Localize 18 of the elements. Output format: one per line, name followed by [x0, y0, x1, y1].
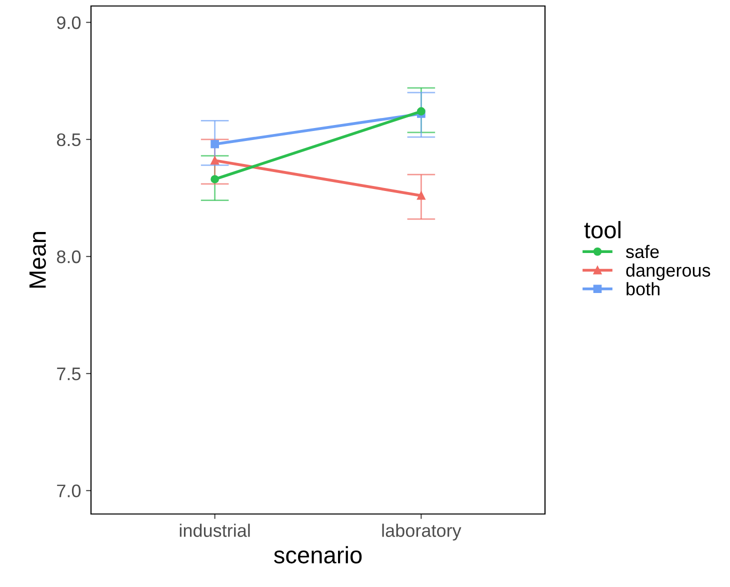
y-tick-label: 8.5	[56, 133, 81, 146]
x-tick-label: industrial	[180, 524, 250, 537]
point	[210, 156, 219, 165]
y-tick-label: 9.0	[57, 16, 81, 30]
legend-label: dangerous	[626, 263, 710, 280]
y-axis-title: Mean	[29, 232, 46, 288]
legend-title: tool	[584, 221, 620, 238]
x-tick-label: laboratory	[382, 524, 462, 541]
legend-label: safe	[626, 244, 659, 258]
y-tick-label: 7.5	[57, 368, 81, 380]
y-tick-label: 7.0	[57, 484, 81, 498]
legend-label: both	[626, 282, 660, 296]
x-axis-title: scenario	[274, 546, 362, 564]
point	[417, 191, 426, 200]
point	[210, 140, 219, 148]
y-tick-label: 8.0	[56, 250, 81, 264]
point	[417, 107, 426, 116]
point	[210, 175, 219, 184]
